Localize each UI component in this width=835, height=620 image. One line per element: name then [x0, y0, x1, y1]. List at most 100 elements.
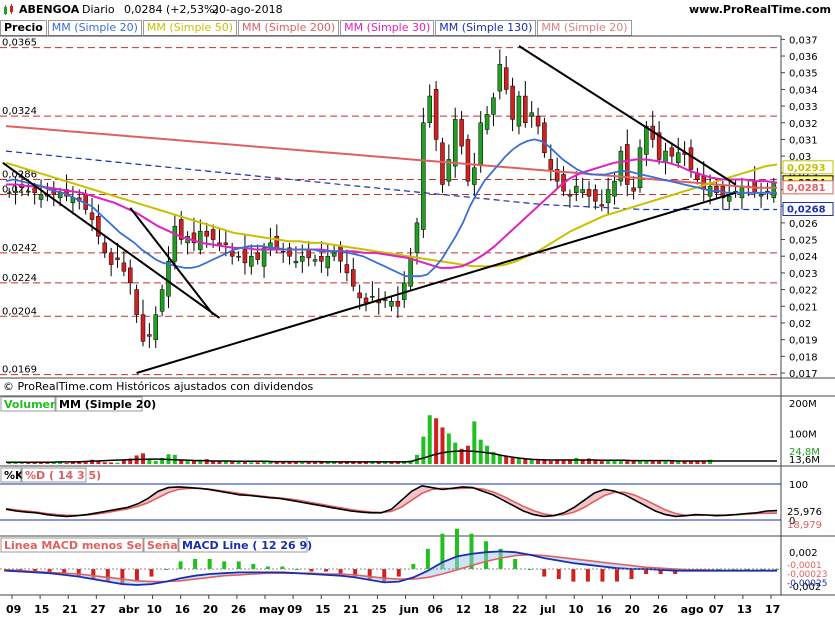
candle-body [57, 192, 63, 199]
candle-body [249, 255, 254, 267]
candle-body [605, 189, 611, 204]
candle-body [331, 252, 337, 257]
candle-body [631, 187, 636, 192]
candle-body [26, 190, 31, 193]
volume-bar [491, 451, 496, 464]
ma200-line [5, 125, 777, 189]
volume-bar [434, 418, 439, 464]
volume-bar [191, 460, 196, 464]
candle-body [548, 159, 554, 170]
volume-bar [650, 460, 655, 464]
volume-bar [102, 462, 107, 464]
badge-box [782, 160, 834, 175]
xaxis-label: 09 [287, 603, 302, 616]
stoch-axis-label: 100 [789, 480, 808, 491]
candle-body [134, 289, 139, 315]
volume-bar [319, 461, 324, 464]
volume-bar [548, 460, 553, 464]
level-label: 0,0277 [2, 184, 37, 195]
volume-legend-box [0, 396, 56, 412]
volume-bar [561, 460, 566, 464]
candle-body [96, 215, 101, 237]
legend-item[interactable]: MM (Simple 130) [435, 20, 537, 36]
macd-histogram-bar [382, 569, 387, 582]
volume-bar [663, 461, 668, 464]
volume-bar [427, 415, 432, 464]
badge-label: 0,0268 [787, 205, 826, 216]
candle-body [389, 301, 394, 307]
volume-bar [574, 457, 579, 464]
macd-histogram-bar [454, 528, 459, 569]
xaxis-label: 07 [709, 603, 724, 616]
volume-bar [26, 462, 31, 464]
candle-body [580, 189, 585, 194]
candle-body [280, 250, 286, 253]
price-axis-label: 0,034 [789, 85, 818, 96]
volume-bar [370, 461, 375, 464]
copyright-note: © ProRealTime.com Históricos ajustados c… [3, 380, 314, 393]
ma20-line [5, 138, 777, 278]
macd-histogram-bar [353, 569, 358, 577]
candle-body [204, 230, 209, 237]
candle-body [663, 150, 668, 164]
symbol-name[interactable]: ABENGOA [19, 3, 80, 16]
volume-bar [313, 461, 318, 464]
macd-histogram-bar [178, 561, 183, 569]
site-name[interactable]: www.ProRealTime.com [688, 3, 831, 16]
macd-histogram-bar [469, 533, 474, 569]
price-badge: 0,0293 [782, 160, 834, 175]
period-label[interactable]: Diario [82, 3, 115, 16]
volume-bar [567, 459, 572, 464]
macd-legend-item: Linea MACD menos Señal [4, 539, 161, 552]
volume-bar [472, 421, 477, 464]
badge-label: 0,0281 [787, 183, 826, 194]
macd-histogram-bar [91, 569, 96, 580]
macd-histogram-bar [309, 569, 314, 572]
volume-bar [13, 462, 18, 464]
volume-bar [708, 459, 713, 464]
stoch-d-line [5, 487, 777, 517]
volume-bar [542, 460, 547, 464]
volume-bar [32, 462, 37, 464]
volume-bar [593, 460, 598, 464]
candle-body [172, 225, 178, 262]
candle-body [128, 267, 133, 284]
legend-item[interactable]: MM (Simple 20) [537, 20, 632, 36]
uptrend-line [136, 191, 736, 374]
volume-bar [701, 461, 706, 464]
volume-bar [688, 461, 693, 464]
macd-histogram-bar [513, 558, 518, 569]
candle-body [771, 182, 777, 199]
volume-bar [612, 460, 617, 464]
macd-histogram-bar [600, 569, 605, 582]
candle-body [255, 252, 260, 260]
volume-bar [669, 460, 674, 464]
candle-body [338, 245, 343, 262]
stoch-legend-item: %D ( 14 3 5) [25, 469, 101, 482]
legend-item[interactable]: MM (Simple 200) [238, 20, 340, 36]
candle-body [542, 122, 547, 154]
downtrend-line-2 [518, 45, 737, 186]
candle-body [178, 219, 184, 240]
volume-bar [211, 461, 216, 464]
candle-body [465, 139, 471, 182]
volume-bar [7, 462, 12, 464]
level-label: 0,0224 [2, 273, 37, 284]
volume-bar [695, 461, 700, 464]
candle-body [223, 242, 229, 245]
macd-histogram-bar [585, 569, 590, 582]
volume-bar [236, 461, 241, 464]
macd-badge: -0,0001 [787, 561, 822, 571]
macd-signal-line [5, 553, 777, 583]
volume-bar [338, 461, 343, 464]
xaxis-label: 09 [6, 603, 21, 616]
candle-body [554, 169, 560, 182]
xaxis-label: abr [118, 603, 139, 616]
badge-box [782, 202, 834, 217]
volume-bar [606, 460, 611, 464]
candle-body [306, 249, 311, 259]
macd-histogram-bar [149, 569, 154, 577]
volume-bar [19, 463, 24, 464]
candle-body [261, 247, 267, 267]
